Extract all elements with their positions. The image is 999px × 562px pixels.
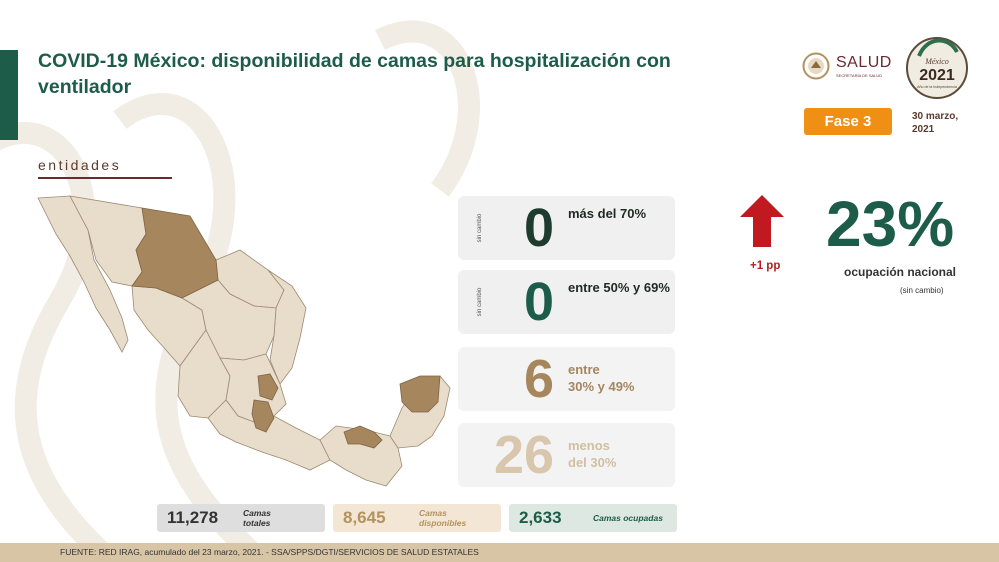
category-label: más del 70% xyxy=(568,205,646,222)
category-label: entre 30% y 49% xyxy=(568,361,635,395)
occupied-beds-value: 2,633 xyxy=(519,508,562,527)
available-beds-label-line-2: disponibles xyxy=(419,518,467,528)
date-line-2: 2021 xyxy=(912,124,935,135)
arrow-up-icon xyxy=(740,195,784,247)
map-section-label: entidades xyxy=(38,157,122,173)
category-change-note: sin cambio xyxy=(477,287,483,317)
total-beds-pill: 11,278 Camas totales xyxy=(157,504,325,532)
occupied-beds-label-line-1: Camas ocupadas xyxy=(593,513,663,523)
phase-badge: Fase 3 xyxy=(804,108,892,135)
source-text: FUENTE: RED IRAG, acumulado del 23 marzo… xyxy=(60,547,479,557)
category-card-30-49: 6 entre 30% y 49% xyxy=(458,347,675,411)
category-count: 26 xyxy=(493,425,555,485)
occupancy-change: +1 pp xyxy=(750,260,781,272)
salud-logo: SALUD SECRETARÍA DE SALUD xyxy=(802,52,894,80)
available-beds-label-line-1: Camas xyxy=(419,508,447,518)
date-line-1: 30 marzo, xyxy=(912,111,959,122)
national-occupancy-percentage: 23% xyxy=(826,188,955,260)
category-label-line-1: entre xyxy=(568,362,600,377)
total-beds-value: 11,278 xyxy=(167,508,219,527)
mexico-occupancy-map xyxy=(37,195,451,487)
accent-bar xyxy=(0,50,18,140)
occupied-beds-pill: 2,633 Camas ocupadas xyxy=(509,504,677,532)
available-beds-value: 8,645 xyxy=(343,508,386,527)
category-count: 6 xyxy=(523,349,555,409)
category-label-line-1: menos xyxy=(568,438,610,453)
category-card-under-30: 26 menos del 30% xyxy=(458,423,675,487)
source-footer: FUENTE: RED IRAG, acumulado del 23 marzo… xyxy=(0,543,999,562)
report-date: 30 marzo, 2021 xyxy=(912,110,958,136)
category-card-50-69: sin cambio 0 entre 50% y 69% xyxy=(458,270,675,334)
category-change-note: sin cambio xyxy=(477,213,483,243)
category-label: entre 50% y 69% xyxy=(568,279,670,296)
eagle-seal-icon xyxy=(802,52,830,80)
category-count: 0 xyxy=(523,198,555,258)
category-count: 0 xyxy=(523,272,555,332)
logo-year-text: 2021 xyxy=(919,67,955,84)
total-beds-label-line-1: Camas xyxy=(243,508,271,518)
total-beds-label-line-2: totales xyxy=(243,518,271,528)
salud-logo-subtitle: SECRETARÍA DE SALUD xyxy=(836,73,883,78)
category-label-line-1: más del 70% xyxy=(568,206,647,221)
map-region-centro-norte xyxy=(181,279,277,361)
available-beds-pill: 8,645 Camas disponibles xyxy=(333,504,501,532)
independence-2021-logo: México 2021 Año de la Independencia xyxy=(906,37,968,99)
national-occupancy-note: (sin cambio) xyxy=(900,286,944,295)
available-beds-label: Camas disponibles xyxy=(419,508,466,528)
total-beds-label: Camas totales xyxy=(243,508,271,528)
map-state-chihuahua xyxy=(131,207,219,299)
map-state-hidalgo xyxy=(257,373,279,401)
occupied-beds-label: Camas ocupadas xyxy=(593,513,663,523)
category-label: menos del 30% xyxy=(568,437,616,471)
salud-logo-text: SALUD xyxy=(836,54,892,71)
map-state-quintana-roo xyxy=(399,375,441,413)
logo-sub-text: Año de la Independencia xyxy=(917,85,957,89)
category-label-line-1: entre 50% y 69% xyxy=(568,280,670,295)
page-title: COVID-19 México: disponibilidad de camas… xyxy=(38,50,671,98)
section-underline xyxy=(38,177,172,179)
map-state-tabasco xyxy=(343,425,383,449)
national-occupancy-label: ocupación nacional xyxy=(844,265,957,279)
category-card-over-70: sin cambio 0 más del 70% xyxy=(458,196,675,260)
map-state-cdmx-mexico xyxy=(251,399,275,433)
category-label-line-2: del 30% xyxy=(568,455,617,470)
logo-top-text: México xyxy=(924,57,949,66)
category-label-line-2: 30% y 49% xyxy=(568,379,635,394)
